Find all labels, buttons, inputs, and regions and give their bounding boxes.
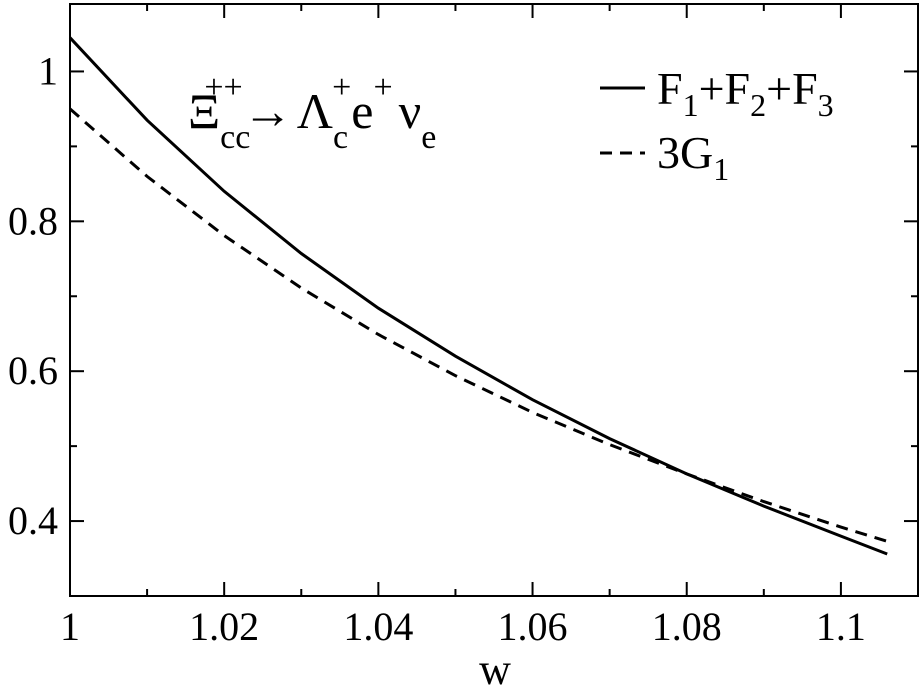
x-tick-label: 1.04 [343,604,413,649]
legend: F1+F2+F3 3G1 [600,63,834,187]
positron-superscript: + [373,69,392,106]
lambda-symbol: Λ [297,83,333,139]
series-line-1 [68,36,888,556]
positron-symbol: e [351,83,373,139]
xi-symbol: Ξ [188,83,220,139]
series-line-2 [69,107,888,543]
legend-label-series-2: 3G1 [657,127,729,187]
neutrino-subscript: e [421,119,436,156]
y-tick-label: 0.8 [8,198,58,243]
x-tick-label: 1.02 [189,604,259,649]
x-tick-label: 1 [60,604,80,649]
legend-label-series-1: F1+F2+F3 [657,63,834,123]
lambda-subscript: c [333,119,348,156]
x-tick-label: 1.06 [498,604,568,649]
x-tick-label: 1.08 [652,604,722,649]
reaction-arrow: → [243,83,293,139]
lambda-superscript: + [332,69,351,106]
y-tick-label: 0.4 [8,498,58,543]
x-tick-label: 1.1 [816,604,866,649]
xi-subscript: cc [220,119,250,156]
reaction-annotation: Ξcc++→Λc+e+ νe [188,69,436,156]
y-tick-label: 0.6 [8,348,58,393]
y-tick-label: 1 [38,48,58,93]
x-axis-label: w [479,645,511,694]
plot-frame [69,3,919,597]
neutrino-symbol: ν [399,83,422,139]
xi-superscript: ++ [204,69,242,106]
